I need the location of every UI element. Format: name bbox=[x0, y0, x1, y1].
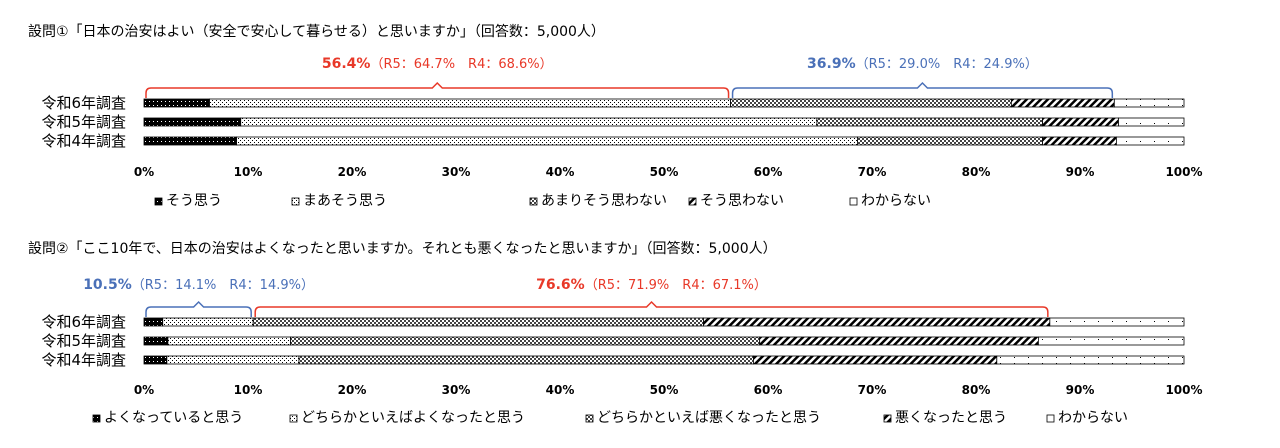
x-tick-label: 100% bbox=[1165, 383, 1202, 397]
category-label: 令和4年調査 bbox=[41, 351, 126, 369]
category-label: 令和5年調査 bbox=[41, 332, 126, 350]
annotation-bracket bbox=[145, 300, 252, 317]
legend-label: わからない bbox=[1058, 410, 1128, 426]
legend-label: あまりそう思わない bbox=[541, 193, 667, 209]
x-tick-label: 50% bbox=[650, 165, 679, 179]
annotation-comparison: （R5：14.1% R4：14.9%） bbox=[132, 278, 314, 293]
annotation-bracket bbox=[254, 300, 1049, 317]
legend-label: わからない bbox=[861, 193, 931, 209]
legend-label: よくなっていると思う bbox=[104, 410, 243, 426]
bar-segment bbox=[143, 336, 169, 346]
bar-segment bbox=[1010, 98, 1115, 108]
bar-segment bbox=[236, 136, 858, 146]
bar-segment bbox=[1038, 336, 1185, 346]
x-tick-label: 50% bbox=[650, 383, 679, 397]
bar-segment bbox=[857, 136, 1043, 146]
legend-label: どちらかといえば悪くなったと思う bbox=[597, 410, 821, 426]
annotation-bracket bbox=[731, 81, 1114, 98]
x-tick-label: 60% bbox=[754, 165, 783, 179]
x-tick-label: 90% bbox=[1066, 383, 1095, 397]
annotation-value: 76.6% bbox=[536, 277, 585, 293]
category-label: 令和4年調査 bbox=[41, 132, 126, 150]
x-tick-label: 80% bbox=[962, 165, 991, 179]
bar-segment bbox=[1049, 317, 1185, 327]
x-tick-label: 20% bbox=[338, 165, 367, 179]
annotation-comparison: （R5：64.7% R4：68.6%） bbox=[370, 57, 552, 72]
bar-segment bbox=[143, 317, 164, 327]
bar-segment bbox=[166, 355, 300, 365]
chart-title: 設問①「日本の治安はよい（安全で安心して暮らせる）と思いますか」（回答数：5,0… bbox=[28, 23, 605, 40]
legend-swatch bbox=[289, 414, 298, 423]
annotation-bracket bbox=[145, 81, 730, 98]
legend-swatch bbox=[92, 414, 101, 423]
legend-label: そう思う bbox=[166, 193, 222, 209]
legend-swatch bbox=[529, 197, 538, 206]
legend-swatch bbox=[291, 197, 300, 206]
bar-segment bbox=[816, 117, 1043, 127]
annotation-value: 36.9% bbox=[807, 56, 856, 72]
annotation-value: 10.5% bbox=[83, 277, 132, 293]
annotation-label: 76.6%（R5：71.9% R4：67.1%） bbox=[536, 277, 767, 293]
bar-segment bbox=[143, 136, 237, 146]
legend-label: まあそう思う bbox=[303, 193, 387, 209]
annotation-value: 56.4% bbox=[322, 56, 371, 72]
category-label: 令和6年調査 bbox=[41, 94, 126, 112]
bar-segment bbox=[759, 336, 1039, 346]
bar-segment bbox=[252, 317, 704, 327]
bar-segment bbox=[162, 317, 254, 327]
x-tick-label: 0% bbox=[134, 165, 154, 179]
x-tick-label: 20% bbox=[338, 383, 367, 397]
x-tick-label: 100% bbox=[1165, 165, 1202, 179]
legend-label: 悪くなったと思う bbox=[895, 410, 1007, 426]
x-tick-label: 90% bbox=[1066, 165, 1095, 179]
x-tick-label: 70% bbox=[858, 165, 887, 179]
bar-segment bbox=[996, 355, 1185, 365]
x-tick-label: 40% bbox=[546, 383, 575, 397]
legend-swatch bbox=[883, 414, 892, 423]
legend-swatch bbox=[1046, 414, 1055, 423]
bar-segment bbox=[1116, 136, 1185, 146]
x-tick-label: 30% bbox=[442, 383, 471, 397]
bar-segment bbox=[753, 355, 998, 365]
annotation-label: 36.9%（R5：29.0% R4：24.9%） bbox=[807, 56, 1038, 72]
bar-segment bbox=[167, 336, 292, 346]
bar-segment bbox=[730, 98, 1012, 108]
bar-segment bbox=[1113, 98, 1185, 108]
x-tick-label: 30% bbox=[442, 165, 471, 179]
annotation-label: 56.4%（R5：64.7% R4：68.6%） bbox=[322, 56, 553, 72]
bar-segment bbox=[143, 355, 168, 365]
chart-2: 設問②「ここ10年で、日本の治安はよくなったと思いますか。それとも悪くなったと思… bbox=[28, 240, 1203, 426]
chart-title: 設問②「ここ10年で、日本の治安はよくなったと思いますか。それとも悪くなったと思… bbox=[28, 240, 777, 257]
x-tick-label: 40% bbox=[546, 165, 575, 179]
x-tick-label: 10% bbox=[234, 165, 263, 179]
bar-segment bbox=[209, 98, 731, 108]
annotation-comparison: （R5：29.0% R4：24.9%） bbox=[856, 57, 1038, 72]
legend-swatch bbox=[849, 197, 858, 206]
bar-segment bbox=[298, 355, 754, 365]
x-tick-label: 0% bbox=[134, 383, 154, 397]
bar-segment bbox=[143, 117, 242, 127]
legend-label: そう思わない bbox=[700, 193, 784, 209]
annotation-comparison: （R5：71.9% R4：67.1%） bbox=[585, 278, 767, 293]
bar-segment bbox=[143, 98, 210, 108]
bar-segment bbox=[1118, 117, 1185, 127]
x-tick-label: 70% bbox=[858, 383, 887, 397]
annotation-label: 10.5%（R5：14.1% R4：14.9%） bbox=[83, 277, 314, 293]
category-label: 令和5年調査 bbox=[41, 113, 126, 131]
category-label: 令和6年調査 bbox=[41, 313, 126, 331]
legend-swatch bbox=[688, 197, 697, 206]
legend-label: どちらかといえばよくなったと思う bbox=[301, 410, 525, 426]
bar-segment bbox=[240, 117, 818, 127]
chart-1: 設問①「日本の治安はよい（安全で安心して暮らせる）と思いますか」（回答数：5,0… bbox=[28, 23, 1203, 209]
legend-swatch bbox=[585, 414, 594, 423]
bar-segment bbox=[1042, 136, 1117, 146]
legend-swatch bbox=[154, 197, 163, 206]
bar-segment bbox=[703, 317, 1051, 327]
x-tick-label: 10% bbox=[234, 383, 263, 397]
x-tick-label: 80% bbox=[962, 383, 991, 397]
bar-segment bbox=[290, 336, 761, 346]
bar-segment bbox=[1042, 117, 1119, 127]
x-tick-label: 60% bbox=[754, 383, 783, 397]
